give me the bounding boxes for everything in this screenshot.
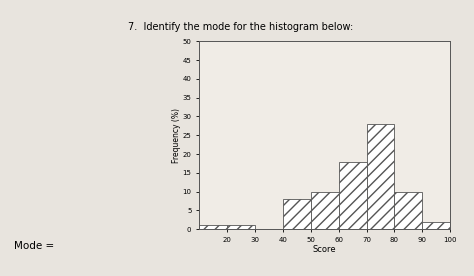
- X-axis label: Score: Score: [313, 245, 337, 254]
- Bar: [199, 225, 227, 229]
- Y-axis label: Frequency (%): Frequency (%): [172, 108, 181, 163]
- Bar: [338, 161, 366, 229]
- Bar: [366, 124, 394, 229]
- Bar: [283, 199, 311, 229]
- Bar: [422, 222, 450, 229]
- Text: 7.  Identify the mode for the histogram below:: 7. Identify the mode for the histogram b…: [128, 22, 353, 32]
- Bar: [311, 192, 338, 229]
- Text: Mode =: Mode =: [14, 241, 55, 251]
- Bar: [394, 192, 422, 229]
- Bar: [227, 225, 255, 229]
